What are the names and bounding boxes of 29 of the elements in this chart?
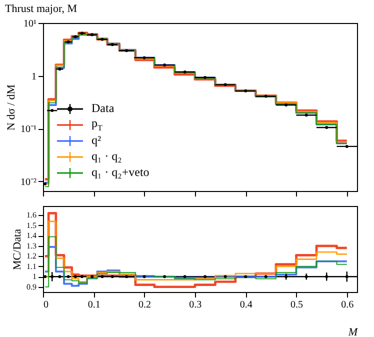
legend-label: p$_{T}$ (92, 116, 102, 133)
y-tick-label: 10¹ (24, 18, 36, 30)
y-tick-label: 0.9 (26, 282, 36, 292)
legend-label: q₁ · q₂+veto (92, 165, 150, 180)
y-tick-label: 1 (32, 272, 36, 282)
chart-title: Thrust major, M (5, 3, 78, 15)
x-tick-label: 0.3 (189, 300, 202, 310)
legend-label: q₁ · q₂ (92, 149, 122, 164)
y-tick-label: 1.6 (26, 210, 36, 220)
y-tick-label: 1.2 (26, 252, 36, 261)
x-tick-label: 0.1 (88, 300, 100, 310)
x-tick-label: 0.4 (240, 300, 252, 310)
y-tick-label: 10⁻² (20, 176, 36, 188)
y-tick-label: 1 (32, 71, 36, 82)
x-tick-label: 0 (44, 300, 48, 310)
y-tick-label: 10⁻¹ (20, 124, 36, 136)
x-axis-title: M (347, 326, 358, 337)
point (44, 182, 47, 186)
legend-label: Data (92, 101, 114, 116)
y-axis-title: N dσ / dM (6, 84, 18, 130)
y-axis-title: MC/Data (12, 228, 24, 270)
y-tick-label: 1.4 (26, 231, 36, 240)
y-tick-label: 1.5 (26, 220, 36, 230)
y-tick-label: 1.3 (26, 241, 36, 250)
x-tick-label: 0.2 (138, 300, 152, 310)
y-tick-label: 1.1 (26, 262, 36, 271)
x-tick-label: 0.6 (341, 300, 354, 310)
x-tick-label: 0.5 (290, 300, 303, 310)
legend-label: q² (92, 133, 102, 148)
